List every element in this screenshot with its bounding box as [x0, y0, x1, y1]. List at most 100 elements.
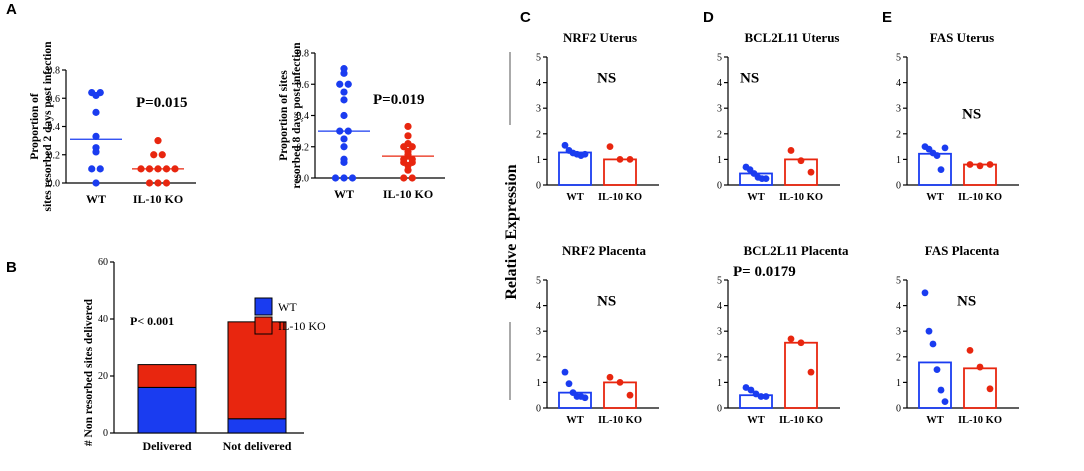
data-point: [807, 168, 815, 176]
data-point: [92, 108, 100, 116]
y-tick-label: 3: [717, 104, 722, 115]
panel-title: BCL2L11 Uterus: [745, 30, 840, 45]
legend-label-wt: WT: [278, 300, 297, 314]
y-tick-label: 0: [896, 404, 901, 415]
x-category-label: IL-10 KO: [958, 415, 1002, 426]
bar-il10ko: [227, 321, 287, 420]
data-point: [92, 179, 100, 187]
y-tick-label: 4: [536, 78, 541, 89]
data-point: [626, 156, 634, 163]
data-point: [340, 135, 348, 143]
y-tick-label: 5: [717, 53, 722, 64]
data-point: [752, 390, 760, 398]
y-tick-label: 3: [536, 327, 541, 338]
data-point: [340, 158, 348, 166]
legend-swatch-il10ko: [254, 316, 273, 335]
data-point: [404, 122, 412, 131]
y-tick-label: 2: [536, 129, 541, 140]
data-point: [757, 393, 765, 400]
y-tick-label: 4: [717, 301, 722, 312]
data-point: [145, 179, 154, 187]
y-tick-label: 20: [98, 371, 108, 382]
data-point: [986, 385, 994, 393]
y-axis-label: Proportion of sites: [278, 70, 290, 161]
data-point: [404, 166, 412, 174]
bar-wt: [137, 386, 197, 434]
bar-wt: [227, 418, 287, 434]
panel-label-a: A: [6, 1, 17, 18]
y-tick-label: 1: [896, 378, 901, 389]
p-value-annotation: P< 0.001: [130, 314, 174, 328]
y-tick-label: 0.8: [297, 49, 310, 60]
mean-bar: [918, 152, 952, 186]
data-point: [797, 339, 805, 347]
x-category-label: WT: [86, 192, 106, 206]
y-tick-label: 0: [717, 404, 722, 415]
y-tick-label: 0.4: [48, 122, 61, 133]
y-tick-label: 1: [717, 378, 722, 389]
panel-label-b: B: [6, 259, 17, 276]
y-tick-label: 0: [103, 428, 108, 439]
y-tick-label: 0.2: [297, 142, 310, 153]
panel-label-d: D: [703, 9, 714, 26]
y-tick-label: 4: [896, 301, 901, 312]
y-tick-label: 5: [717, 276, 722, 287]
data-point: [408, 143, 416, 151]
y-tick-label: 0: [536, 181, 541, 192]
x-category-label: IL-10 KO: [598, 192, 642, 203]
x-category-label: IL-10 KO: [958, 192, 1002, 203]
data-point: [565, 380, 573, 388]
annotation-label: NS: [962, 106, 981, 122]
x-category-label: IL-10 KO: [383, 187, 433, 201]
y-tick-label: 4: [717, 78, 722, 89]
data-point: [929, 340, 937, 348]
data-point: [986, 161, 994, 168]
data-point: [331, 174, 340, 182]
data-point: [747, 386, 755, 394]
y-tick-label: 2: [896, 352, 901, 363]
data-point: [340, 111, 348, 120]
relative-expression-label: Relative Expression: [503, 164, 520, 299]
data-point: [937, 166, 945, 174]
x-category-label: WT: [566, 415, 584, 426]
x-category-label: IL-10 KO: [779, 415, 823, 426]
panel-title: BCL2L11 Placenta: [743, 243, 849, 258]
p-value-annotation: P=0.015: [136, 95, 187, 111]
data-point: [340, 174, 348, 182]
panel-title: FAS Placenta: [925, 243, 1000, 258]
data-point: [941, 398, 949, 405]
data-point: [606, 373, 614, 381]
x-category-label: Delivered: [142, 439, 191, 453]
data-point: [344, 80, 352, 88]
y-tick-label: 1: [536, 378, 541, 389]
data-point: [606, 143, 614, 151]
y-tick-label: 5: [896, 276, 901, 287]
data-point: [158, 151, 166, 159]
y-tick-label: 40: [98, 314, 108, 325]
data-point: [966, 161, 974, 168]
data-point: [941, 144, 949, 152]
data-point: [154, 179, 162, 187]
y-axis-label: sites resorbed 2 days post infection: [42, 41, 54, 212]
data-point: [340, 69, 348, 77]
data-point: [561, 368, 569, 376]
y-axis-label: resorbed 8 days post infection: [291, 42, 303, 189]
data-point: [797, 157, 805, 165]
y-tick-label: 4: [896, 78, 901, 89]
data-point: [404, 132, 412, 140]
annotation-label: NS: [740, 71, 759, 87]
panel-title: FAS Uterus: [930, 30, 994, 45]
data-point: [787, 335, 795, 343]
y-tick-label: 4: [536, 301, 541, 312]
data-point: [400, 143, 408, 151]
y-tick-label: 1: [536, 155, 541, 166]
y-tick-label: 0.4: [297, 111, 310, 122]
y-tick-label: 1: [717, 155, 722, 166]
data-point: [561, 141, 569, 149]
y-tick-label: 0.0: [48, 179, 61, 190]
data-point: [150, 151, 158, 159]
data-point: [92, 91, 100, 100]
data-point: [340, 96, 348, 104]
data-point: [933, 366, 941, 373]
data-point: [92, 148, 100, 156]
